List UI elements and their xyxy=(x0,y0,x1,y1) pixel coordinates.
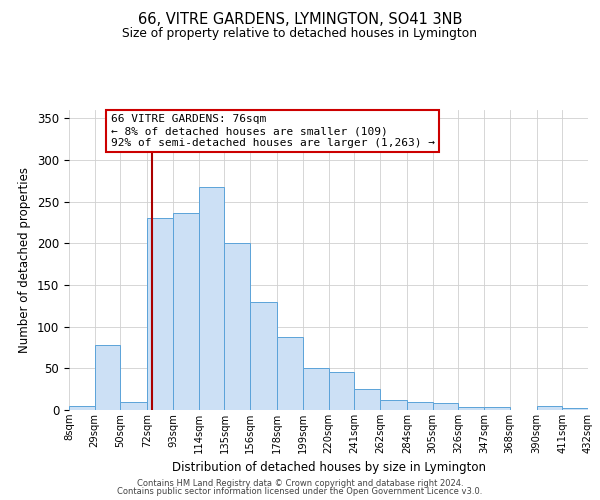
Bar xyxy=(173,212,199,410)
Text: Contains public sector information licensed under the Open Government Licence v3: Contains public sector information licen… xyxy=(118,487,482,496)
Bar xyxy=(277,336,303,410)
Bar xyxy=(250,302,277,410)
Bar xyxy=(433,404,458,410)
Text: 66, VITRE GARDENS, LYMINGTON, SO41 3NB: 66, VITRE GARDENS, LYMINGTON, SO41 3NB xyxy=(138,12,462,28)
Text: 66 VITRE GARDENS: 76sqm
← 8% of detached houses are smaller (109)
92% of semi-de: 66 VITRE GARDENS: 76sqm ← 8% of detached… xyxy=(110,114,434,148)
Bar xyxy=(484,406,509,410)
Text: Size of property relative to detached houses in Lymington: Size of property relative to detached ho… xyxy=(122,28,478,40)
Bar xyxy=(121,402,148,410)
Bar xyxy=(354,389,380,410)
Bar xyxy=(303,368,329,410)
Bar xyxy=(148,218,173,410)
Bar xyxy=(380,400,407,410)
Bar xyxy=(536,406,562,410)
Bar xyxy=(95,345,121,410)
Bar xyxy=(458,406,484,410)
Bar xyxy=(329,372,354,410)
Bar xyxy=(69,406,95,410)
X-axis label: Distribution of detached houses by size in Lymington: Distribution of detached houses by size … xyxy=(172,462,485,474)
Bar xyxy=(199,186,224,410)
Y-axis label: Number of detached properties: Number of detached properties xyxy=(19,167,31,353)
Text: Contains HM Land Registry data © Crown copyright and database right 2024.: Contains HM Land Registry data © Crown c… xyxy=(137,478,463,488)
Bar xyxy=(562,408,588,410)
Bar xyxy=(407,402,433,410)
Bar xyxy=(224,242,250,410)
